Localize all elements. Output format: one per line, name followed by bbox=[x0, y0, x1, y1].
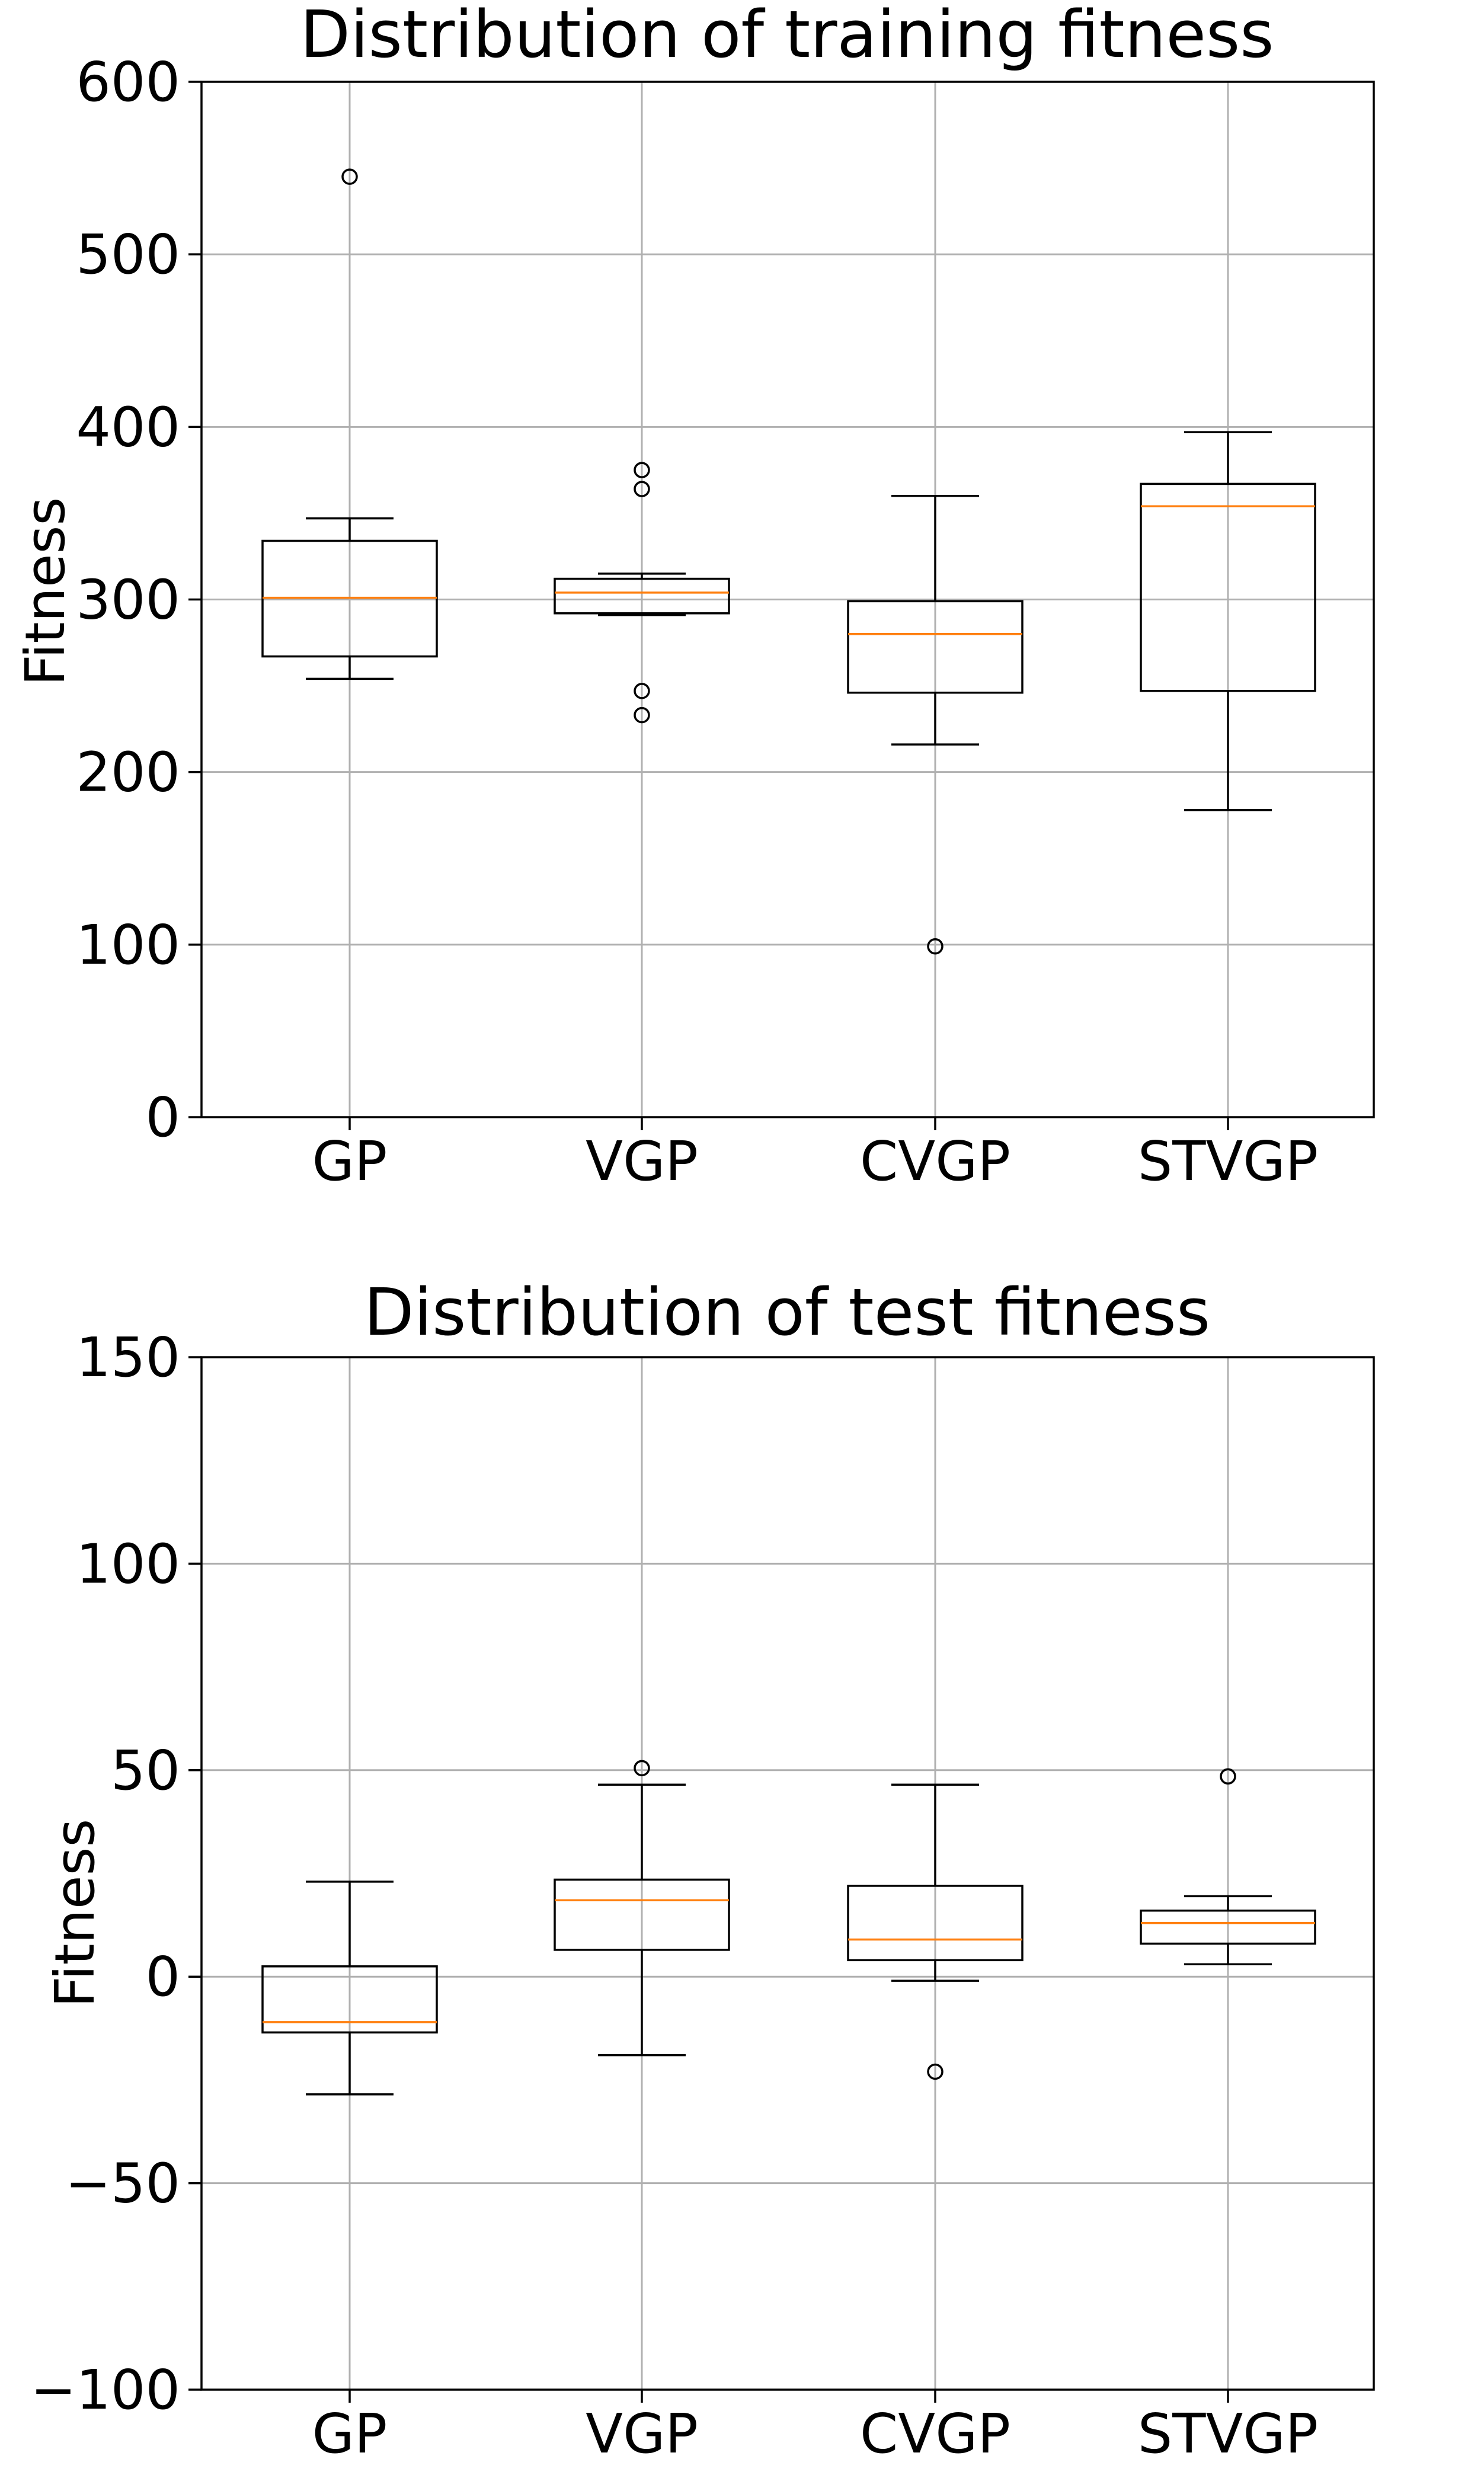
outlier-point bbox=[634, 706, 650, 724]
y-tick-label: 500 bbox=[76, 223, 180, 286]
box-gp bbox=[261, 1881, 438, 2096]
box-gp bbox=[261, 168, 438, 680]
y-tick-label: 100 bbox=[76, 1532, 180, 1595]
plot-frame bbox=[200, 1356, 1375, 2391]
box-vgp bbox=[554, 462, 730, 724]
y-tick-label: 50 bbox=[111, 1739, 180, 1802]
outlier-point bbox=[927, 938, 944, 955]
box-iqr bbox=[1140, 1909, 1316, 1945]
y-tick-label: 400 bbox=[76, 395, 180, 459]
y-axis-label: Fitness bbox=[14, 497, 77, 686]
x-tick-label: CVGP bbox=[860, 1130, 1010, 1193]
x-tick-label: GP bbox=[312, 1130, 388, 1193]
x-tick-label: GP bbox=[312, 2402, 388, 2466]
chart-title: Distribution of test fitness bbox=[364, 1274, 1210, 1350]
training-fitness-chart: Distribution of training fitness Fitness… bbox=[14, 0, 1375, 1193]
box-vgp bbox=[554, 1760, 730, 2057]
box-iqr bbox=[554, 577, 730, 615]
box-iqr bbox=[1140, 482, 1316, 692]
x-tick-label: STVGP bbox=[1138, 1130, 1318, 1193]
y-tick-label: −50 bbox=[65, 2152, 180, 2215]
y-tick-label: 100 bbox=[76, 913, 180, 977]
x-tick-label: CVGP bbox=[860, 2402, 1010, 2466]
y-tick-label: 0 bbox=[145, 1945, 180, 2009]
x-tick-label: STVGP bbox=[1138, 2402, 1318, 2466]
outlier-point bbox=[341, 168, 358, 185]
x-tick-label: VGP bbox=[586, 1130, 698, 1193]
y-tick-label: 200 bbox=[76, 741, 180, 804]
y-tick-label: 0 bbox=[145, 1086, 180, 1149]
y-tick-label: 300 bbox=[76, 568, 180, 632]
chart-title: Distribution of training fitness bbox=[300, 0, 1274, 72]
y-axis-label: Fitness bbox=[43, 1819, 107, 2008]
y-tick-label: −100 bbox=[30, 2358, 180, 2422]
box-cvgp bbox=[847, 1783, 1024, 2080]
outlier-point bbox=[1220, 1768, 1236, 1785]
box-iqr bbox=[847, 1885, 1024, 1962]
box-stvgp bbox=[1140, 431, 1316, 811]
outlier-point bbox=[634, 1760, 650, 1777]
box-iqr bbox=[847, 600, 1024, 694]
box-cvgp bbox=[847, 495, 1024, 955]
outlier-point bbox=[634, 462, 650, 478]
test-fitness-chart: Distribution of test fitness Fitness −10… bbox=[30, 1274, 1375, 2466]
y-tick-label: 600 bbox=[76, 50, 180, 114]
y-tick-label: 150 bbox=[76, 1326, 180, 1389]
box-iqr bbox=[261, 1965, 438, 2034]
outlier-point bbox=[634, 481, 650, 497]
box-stvgp bbox=[1140, 1768, 1316, 1966]
x-tick-label: VGP bbox=[586, 2402, 698, 2466]
outlier-point bbox=[634, 683, 650, 699]
box-iqr bbox=[554, 1878, 730, 1951]
outlier-point bbox=[927, 2063, 944, 2080]
